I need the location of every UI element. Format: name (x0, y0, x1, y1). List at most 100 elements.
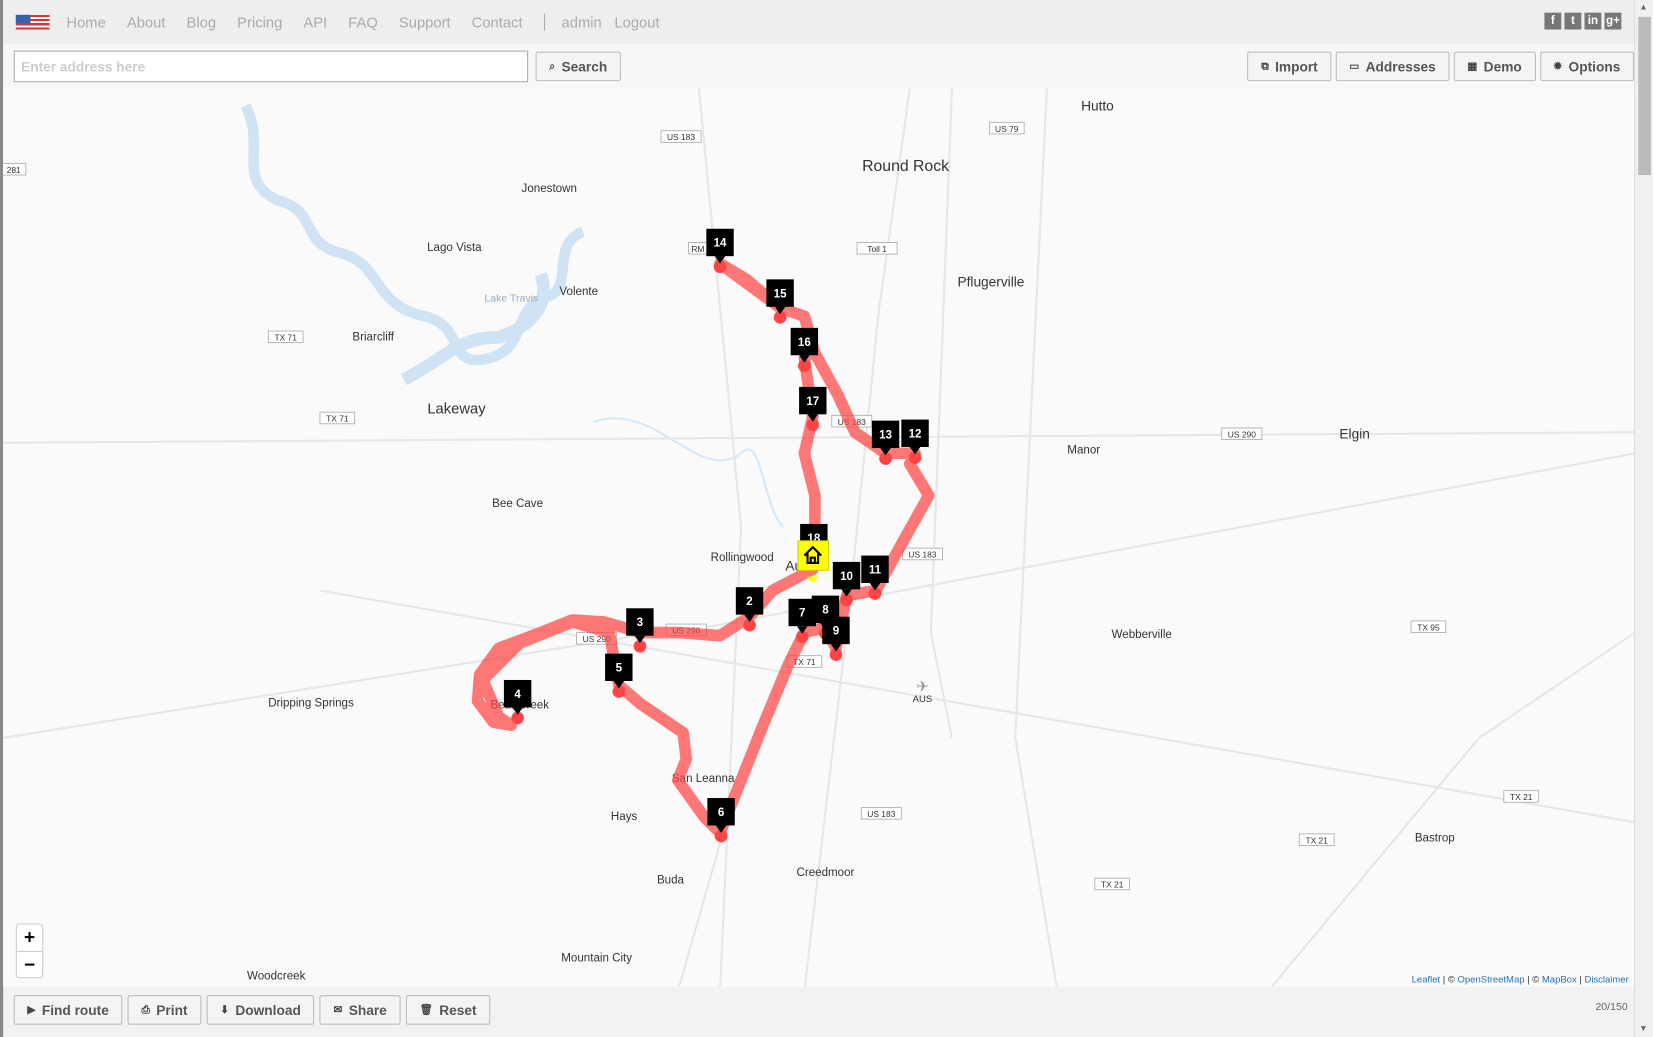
scrollbar-thumb[interactable] (1638, 16, 1651, 175)
stop-number: 9 (833, 626, 840, 638)
stop-dot (714, 829, 728, 843)
stop-marker-pointer (799, 355, 810, 363)
stop-marker (822, 616, 850, 645)
toolbar: ⌕ Search ⧉ Import ▭ Addresses ▦ Demo ✹ Option… (3, 44, 1653, 89)
search-button[interactable]: ⌕ Search (535, 51, 621, 82)
download-button[interactable]: ⬇ Download (206, 995, 315, 1025)
envelope-icon: ✉ (333, 1004, 343, 1016)
place-label: AUS (913, 694, 932, 705)
scroll-down-icon[interactable]: ▼ (1639, 1023, 1648, 1034)
demo-label: Demo (1483, 58, 1522, 75)
road-shield-label: Toll 1 (867, 244, 887, 254)
home-marker (797, 540, 830, 571)
share-label: Share (348, 1002, 387, 1018)
import-label: Import (1275, 58, 1318, 75)
road-shield-label: TX 95 (1417, 622, 1440, 632)
osm-link[interactable]: OpenStreetMap (1457, 974, 1525, 985)
mapbox-link[interactable]: MapBox (1541, 974, 1577, 985)
play-icon: ▶ (27, 1004, 36, 1016)
nav-user[interactable]: admin (561, 13, 602, 31)
stop-marker-pointer (613, 681, 625, 689)
leaflet-link[interactable]: Leaflet (1411, 974, 1441, 985)
nav-divider (543, 13, 545, 31)
road (803, 88, 911, 987)
place-label: Buda (657, 874, 685, 886)
nav-blog[interactable]: Blog (186, 13, 217, 31)
place-label: Dripping Springs (268, 697, 354, 709)
google-plus-icon[interactable]: g+ (1604, 12, 1622, 30)
stop-marker (832, 561, 861, 590)
facebook-icon[interactable]: f (1544, 12, 1562, 30)
demo-button[interactable]: ▦ Demo (1453, 51, 1536, 82)
bottom-bar: ▶ Find route ⎙ Print ⬇ Download ✉ Share 🗑 Res… (3, 987, 1635, 1033)
map[interactable]: Hutto Round Rock Jonestown Lago Vista Volent… (3, 88, 1636, 987)
search-icon: ⌕ (549, 60, 556, 73)
stop-number: 11 (869, 564, 882, 576)
nav-pricing[interactable]: Pricing (237, 13, 283, 31)
stop-marker (901, 419, 929, 447)
stop-marker-pointer (841, 589, 852, 597)
stop-marker-pointer (796, 626, 808, 634)
road-shield (1221, 427, 1263, 441)
stop-dot (511, 711, 524, 725)
linkedin-icon[interactable]: in (1584, 12, 1602, 30)
nav-faq[interactable]: FAQ (348, 13, 378, 31)
road (3, 631, 657, 739)
place-label: Round Rock (862, 158, 949, 175)
place-label: Lake Travis (484, 293, 538, 305)
stop-marker (766, 279, 794, 307)
place-label: Volente (559, 286, 598, 298)
stop-dot (908, 451, 922, 464)
share-button[interactable]: ✉ Share (319, 995, 401, 1025)
nav-logout[interactable]: Logout (614, 13, 660, 31)
stop-marker (861, 555, 889, 583)
road (677, 843, 722, 987)
reset-label: Reset (439, 1002, 477, 1018)
addresses-button[interactable]: ▭ Addresses (1335, 51, 1450, 82)
stop-dot (879, 452, 892, 465)
disclaimer-link[interactable]: Disclaimer (1584, 974, 1629, 985)
stop-number: 7 (799, 608, 805, 620)
reset-button[interactable]: 🗑 Reset (405, 995, 491, 1025)
lake-travis (240, 103, 586, 366)
address-input[interactable] (13, 50, 529, 83)
zoom-out-button[interactable]: − (16, 950, 43, 977)
nav-about[interactable]: About (126, 13, 166, 31)
nav-home[interactable]: Home (66, 13, 106, 31)
stop-marker-pointer (744, 614, 755, 622)
options-button[interactable]: ✹ Options (1539, 51, 1635, 82)
zoom-control: + − (15, 923, 44, 979)
stop-dot (840, 593, 853, 607)
twitter-icon[interactable]: t (1564, 12, 1582, 30)
road-shield-label: US 79 (995, 124, 1019, 134)
stop-marker-pointer (715, 825, 727, 833)
top-nav: Home About Blog Pricing API FAQ Support … (3, 0, 1653, 45)
road-shield (1298, 833, 1335, 846)
road (3, 431, 1636, 444)
place-label: Lago Vista (427, 242, 482, 254)
nav-api[interactable]: API (303, 13, 328, 31)
stop-marker (706, 228, 734, 257)
import-button[interactable]: ⧉ Import (1247, 51, 1332, 82)
map-canvas[interactable]: Hutto Round Rock Jonestown Lago Vista Volent… (3, 88, 1636, 987)
stop-marker-pointer (830, 644, 842, 652)
us-flag-icon[interactable] (15, 14, 50, 30)
stop-dot (798, 359, 811, 373)
road-shield-label: 281 (7, 165, 21, 175)
scrollbar[interactable]: ▲ ▼ (1634, 0, 1653, 1037)
road-shield (660, 130, 702, 143)
nav-contact[interactable]: Contact (471, 13, 523, 31)
place-label: Rollingwood (711, 552, 774, 564)
find-route-button[interactable]: ▶ Find route (13, 995, 123, 1025)
place-label: Bee Cave (492, 498, 543, 510)
scroll-up-icon[interactable]: ▲ (1639, 2, 1648, 12)
airport-icon: ✈ (916, 680, 928, 696)
stop-marker-pointer (807, 414, 819, 422)
download-label: Download (235, 1002, 301, 1018)
print-button[interactable]: ⎙ Print (127, 995, 202, 1025)
zoom-in-button[interactable]: + (23, 926, 36, 948)
stop-marker-pointer (909, 446, 921, 455)
stop-number: 10 (840, 571, 853, 583)
nav-support[interactable]: Support (398, 13, 451, 31)
trash-icon: 🗑 (419, 1004, 433, 1016)
